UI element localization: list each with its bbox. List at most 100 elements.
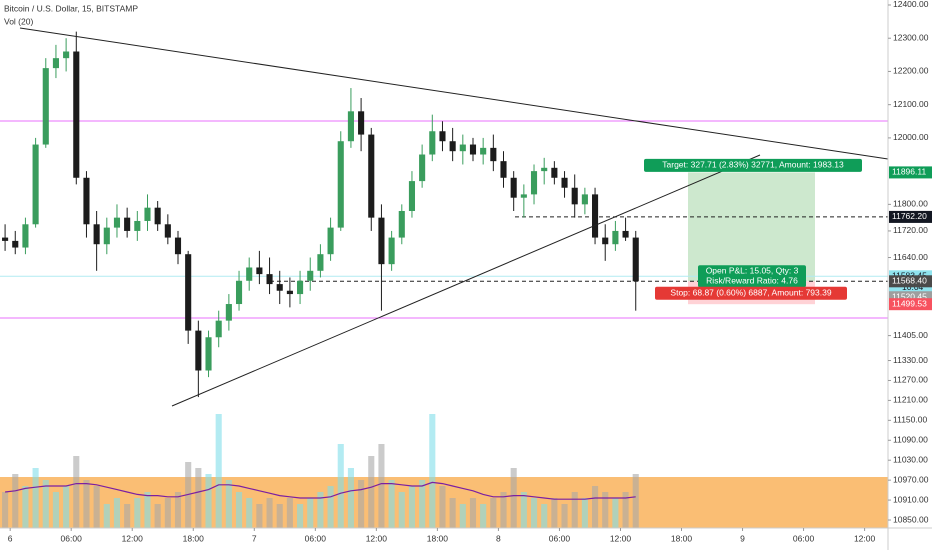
candle-body bbox=[32, 144, 39, 225]
volume-bar bbox=[235, 492, 243, 528]
pnl-label: Risk/Reward Ratio: 4.76 bbox=[706, 276, 798, 286]
candle-body bbox=[520, 194, 527, 198]
volume-bar bbox=[124, 504, 131, 528]
price-label: 11762.20 bbox=[892, 211, 927, 221]
volume-bar bbox=[317, 492, 324, 528]
volume-bar bbox=[571, 492, 578, 528]
candle-body bbox=[174, 237, 182, 255]
volume-bar bbox=[347, 468, 354, 528]
y-tick-label: 11270.00 bbox=[893, 375, 928, 385]
volume-bar bbox=[73, 456, 80, 528]
x-tick-label: 6 bbox=[8, 533, 13, 543]
trend-line bbox=[19, 27, 889, 160]
candle-body bbox=[93, 224, 100, 245]
candle-body bbox=[52, 58, 59, 69]
y-tick-label: 11090.00 bbox=[893, 435, 928, 445]
volume-bar bbox=[378, 444, 385, 528]
candle-body bbox=[235, 280, 243, 305]
x-tick-label: 18:00 bbox=[427, 533, 449, 543]
volume-bar bbox=[469, 498, 477, 528]
x-tick-label: 06:00 bbox=[549, 533, 571, 543]
price-label-box bbox=[889, 166, 932, 179]
y-tick-label: 10970.00 bbox=[893, 474, 929, 484]
countdown-box bbox=[889, 282, 932, 294]
candle-body bbox=[541, 167, 548, 172]
candle-body bbox=[581, 194, 588, 205]
x-tick-label: 8 bbox=[496, 533, 501, 543]
volume-bar bbox=[286, 498, 293, 528]
volume-bar bbox=[592, 486, 599, 528]
volume-bar bbox=[520, 492, 527, 528]
price-label-box bbox=[889, 210, 932, 223]
volume-bar bbox=[337, 444, 344, 528]
volume-bar bbox=[490, 498, 497, 528]
pnl-label: Open P&L: 15.05, Qty: 3 bbox=[706, 266, 799, 276]
candle-body bbox=[317, 254, 324, 271]
candle-body bbox=[469, 144, 477, 155]
candle-body bbox=[256, 267, 263, 275]
candle-body bbox=[500, 161, 507, 178]
candle-body bbox=[276, 284, 283, 291]
target-label-box bbox=[644, 158, 862, 172]
candle-body bbox=[561, 177, 568, 188]
volume-bar bbox=[408, 486, 416, 528]
price-label: 11896.11 bbox=[892, 167, 926, 177]
y-tick-label: 11330.00 bbox=[893, 355, 928, 365]
volume-bar bbox=[205, 474, 212, 528]
volume-bar bbox=[358, 480, 365, 528]
volume-bar bbox=[246, 498, 253, 528]
y-tick-label: 10850.00 bbox=[893, 514, 929, 524]
candle-body bbox=[612, 230, 619, 245]
volume-bar bbox=[429, 414, 436, 528]
price-label: 11568.40 bbox=[892, 276, 927, 286]
candle-body bbox=[551, 167, 558, 178]
volume-bar bbox=[266, 498, 273, 528]
candle-body bbox=[602, 237, 609, 245]
candle-body bbox=[103, 227, 110, 245]
volume-bar bbox=[449, 498, 456, 528]
volume-ma-line bbox=[5, 481, 636, 500]
volume-bar bbox=[480, 504, 487, 528]
volume-bar bbox=[195, 468, 202, 528]
candle-body bbox=[449, 141, 456, 152]
volume-bar bbox=[368, 456, 375, 528]
x-tick-label: 12:00 bbox=[366, 533, 388, 543]
candle-body bbox=[83, 177, 90, 225]
volume-bar bbox=[459, 504, 466, 528]
y-tick-label: 12300.00 bbox=[893, 32, 929, 42]
candle-body bbox=[571, 187, 578, 205]
trend-line bbox=[171, 154, 761, 407]
candle-body bbox=[378, 217, 385, 265]
x-tick-label: 7 bbox=[252, 533, 257, 543]
candle-body bbox=[12, 240, 19, 248]
x-tick-label: 18:00 bbox=[183, 533, 205, 543]
candle-body bbox=[215, 320, 222, 338]
y-tick-label: 11640.00 bbox=[893, 252, 928, 262]
candle-body bbox=[73, 51, 80, 178]
volume-bar bbox=[32, 468, 39, 528]
volume-bar bbox=[174, 492, 182, 528]
y-tick-label: 11150.00 bbox=[893, 415, 927, 425]
candle-body bbox=[592, 194, 599, 238]
volume-bar bbox=[83, 480, 90, 528]
y-tick-label: 10910.00 bbox=[893, 494, 929, 504]
candle-body bbox=[2, 237, 9, 241]
target-label: Target: 327.71 (2.83%) 32771, Amount: 19… bbox=[662, 160, 844, 170]
y-tick-label: 12100.00 bbox=[893, 99, 929, 109]
volume-bar bbox=[561, 504, 568, 528]
candle-body bbox=[632, 237, 639, 282]
candle-body bbox=[368, 134, 375, 218]
candle-body bbox=[144, 207, 151, 221]
volume-bar bbox=[612, 498, 619, 528]
volume-bar bbox=[388, 480, 395, 528]
candle-body bbox=[327, 227, 334, 255]
candle-body bbox=[490, 147, 497, 162]
volume-bar bbox=[307, 498, 314, 528]
candle-body bbox=[429, 131, 436, 155]
volume-bar bbox=[541, 504, 548, 528]
y-tick-label: 11800.00 bbox=[893, 199, 928, 209]
volume-bar bbox=[398, 492, 405, 528]
volume-bar bbox=[276, 504, 283, 528]
y-tick-label: 11405.00 bbox=[893, 330, 928, 340]
stop-label-box bbox=[655, 286, 847, 300]
